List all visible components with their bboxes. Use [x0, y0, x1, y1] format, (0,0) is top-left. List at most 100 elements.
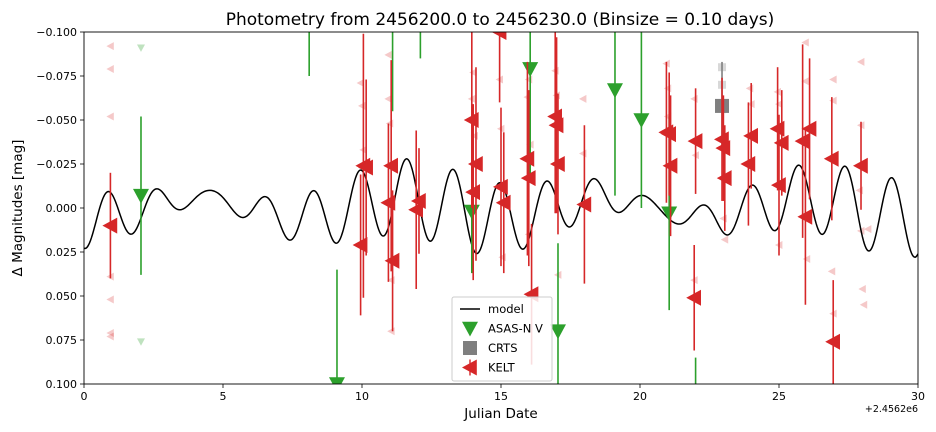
faint-point [720, 235, 729, 244]
data-point [549, 324, 566, 340]
x-tick-label: 30 [911, 390, 925, 403]
data-point [408, 201, 424, 218]
faint-point [801, 77, 809, 86]
x-offset-label: +2.4562e6 [865, 404, 918, 415]
data-point [576, 196, 592, 213]
faint-point [106, 112, 114, 121]
y-tick-label: 0.100 [46, 378, 78, 391]
data-point [661, 126, 676, 143]
faint-point [106, 295, 114, 304]
legend-swatch [462, 321, 478, 337]
legend: model ASAS-N V CRTS KELT [451, 296, 553, 382]
faint-point [858, 284, 866, 293]
data-point [825, 333, 841, 350]
data-point [495, 194, 511, 211]
faint-point [801, 38, 809, 47]
faint-point [802, 255, 811, 264]
data-point [740, 156, 756, 172]
faint-point [106, 42, 114, 51]
x-axis: 0 5 10 15 20 25 30 [81, 384, 925, 403]
data-point [463, 112, 479, 128]
faint-point [827, 267, 836, 276]
faint-point [106, 64, 114, 73]
y-tick-label: 0.025 [46, 246, 78, 259]
y-tick-label: 0.000 [46, 202, 78, 215]
data-point [661, 206, 678, 222]
faint-point [136, 338, 145, 346]
faint-point [384, 94, 392, 103]
faint-point [384, 50, 392, 59]
y-tick-label: −0.050 [36, 114, 77, 127]
faint-point [136, 44, 145, 52]
data-point [410, 192, 426, 209]
x-axis-title: Julian Date [463, 406, 537, 422]
faint-point [859, 300, 868, 309]
data-point [773, 134, 789, 151]
data-point [549, 156, 565, 172]
data-point [493, 178, 508, 195]
data-point [686, 289, 702, 306]
x-tick-label: 25 [772, 390, 786, 403]
faint-point [579, 94, 587, 103]
faint-point [857, 57, 865, 66]
y-tick-label: −0.075 [36, 70, 77, 83]
series-kelt [102, 32, 868, 384]
faint-point [863, 225, 872, 234]
chart-title: Photometry from 2456200.0 to 2456230.0 (… [226, 10, 775, 30]
data-point [384, 252, 400, 269]
data-point [102, 217, 118, 234]
faint-point [106, 328, 114, 337]
x-tick-label: 20 [633, 390, 647, 403]
x-tick-label: 10 [355, 390, 369, 403]
x-tick-label: 0 [81, 390, 88, 403]
data-point [769, 120, 785, 137]
data-point [606, 83, 623, 99]
data-point [491, 32, 507, 40]
y-tick-label: −0.025 [36, 158, 77, 171]
faint-point [829, 96, 837, 105]
legend-box [451, 296, 553, 382]
data-point [687, 133, 703, 150]
y-tick-label: −0.100 [36, 26, 77, 39]
data-point [633, 113, 650, 128]
plot-area [84, 32, 918, 384]
data-point [794, 133, 810, 150]
data-point [853, 157, 868, 174]
data-point [467, 156, 483, 172]
data-point [380, 194, 396, 211]
data-point [132, 188, 149, 204]
x-tick-label: 15 [494, 390, 508, 403]
x-tick-label: 5 [220, 390, 227, 403]
data-point [771, 177, 786, 194]
data-point [743, 127, 758, 144]
faint-point [106, 332, 114, 341]
data-point [328, 377, 345, 384]
data-point [548, 117, 564, 134]
data-point [352, 236, 368, 253]
data-point [823, 150, 839, 167]
data-point [520, 170, 536, 187]
legend-label: model [488, 302, 524, 316]
y-tick-label: 0.075 [46, 334, 78, 347]
y-axis-title: Δ Magnitudes [mag] [10, 140, 26, 277]
data-point [358, 159, 373, 176]
data-point [522, 62, 539, 77]
legend-label: KELT [488, 361, 516, 375]
data-point [662, 157, 678, 174]
data-point [797, 208, 813, 225]
legend-swatch [463, 341, 477, 355]
data-point [801, 120, 817, 137]
data-point [465, 184, 480, 201]
data-point [716, 170, 732, 187]
data-point [383, 157, 398, 174]
faint-point [469, 68, 477, 77]
legend-label: ASAS-N V [488, 322, 543, 336]
faint-point [356, 79, 365, 88]
y-axis: −0.100 −0.075 −0.050 −0.025 0.000 0.025 0.050 0… [36, 26, 84, 391]
y-tick-label: 0.050 [46, 290, 78, 303]
faint-point [829, 75, 837, 84]
data-point [519, 150, 535, 167]
data-point [715, 140, 731, 157]
faint-point [775, 100, 783, 109]
